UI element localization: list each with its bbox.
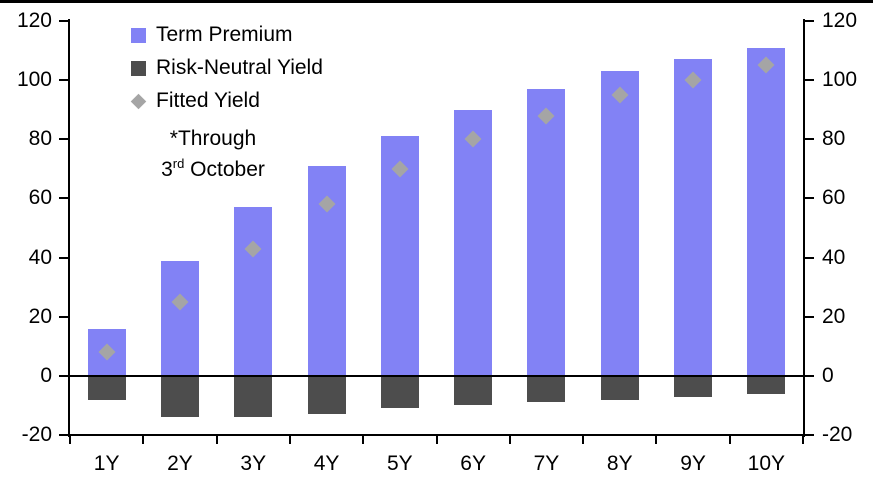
y-tick-left — [59, 434, 68, 436]
y-tick-left — [59, 79, 68, 82]
term-premium-bar — [600, 71, 639, 376]
y-axis-label-left: 80 — [28, 127, 52, 151]
y-axis-right — [803, 19, 805, 437]
term-premium-bar — [674, 59, 713, 376]
y-tick-right — [805, 315, 814, 318]
y-axis-label-right: 60 — [822, 186, 846, 210]
annotation-line1: *Through — [169, 127, 257, 150]
legend-item-risk-neutral-yield: Risk-Neutral Yield — [131, 56, 323, 80]
y-tick-right — [805, 79, 814, 82]
y-tick-left — [59, 256, 68, 259]
y-tick-left — [59, 315, 68, 318]
legend-item-fitted-yield: Fitted Yield — [130, 89, 323, 113]
legend: Term Premium Risk-Neutral Yield Fitted Y… — [130, 23, 323, 113]
y-axis-label-right: -20 — [822, 423, 853, 446]
y-tick-right — [805, 138, 814, 141]
x-tick — [362, 436, 365, 444]
y-tick-right — [805, 374, 814, 377]
y-tick-right — [805, 256, 814, 259]
x-tick — [435, 436, 438, 444]
x-axis-label: 10Y — [747, 452, 786, 475]
risk-neutral-yield-bar — [307, 375, 346, 415]
x-tick — [288, 436, 291, 444]
risk-neutral-square-icon — [131, 60, 146, 76]
x-axis-label: 4Y — [313, 452, 340, 475]
y-axis-label-left: 0 — [40, 363, 52, 387]
legend-label-term-premium: Term Premium — [156, 23, 293, 46]
x-tick — [215, 436, 218, 444]
x-axis-label: 3Y — [240, 452, 267, 475]
risk-neutral-yield-bar — [234, 375, 273, 418]
x-tick — [802, 436, 804, 444]
risk-neutral-yield-bar — [747, 375, 786, 394]
term-premium-square-icon — [131, 27, 146, 43]
x-tick — [655, 436, 658, 444]
annotation-ordinal-suffix: rd — [172, 156, 185, 171]
y-tick-right — [805, 20, 814, 22]
fitted-yield-diamond-icon — [130, 93, 147, 109]
y-axis-label-left: -20 — [21, 423, 52, 446]
y-tick-left — [59, 20, 68, 22]
risk-neutral-yield-bar — [160, 375, 199, 418]
y-axis-label-left: 100 — [16, 68, 52, 92]
annotation-line2: 3rd October — [161, 156, 265, 181]
y-tick-left — [59, 197, 68, 200]
x-tick — [728, 436, 731, 444]
y-tick-right — [805, 434, 814, 436]
x-axis-label: 6Y — [460, 452, 486, 475]
x-axis-label: 7Y — [533, 452, 560, 475]
risk-neutral-yield-bar — [527, 375, 566, 403]
risk-neutral-yield-bar — [600, 375, 639, 400]
y-axis-label-left: 60 — [28, 186, 52, 210]
zero-line — [70, 374, 803, 377]
x-axis-baseline — [68, 434, 805, 436]
x-tick — [582, 436, 585, 444]
x-axis-label: 8Y — [606, 452, 633, 475]
x-tick — [69, 436, 71, 444]
chart-top-border — [0, 0, 873, 3]
y-axis-label-left: 120 — [16, 9, 52, 32]
y-axis-label-left: 20 — [28, 304, 52, 328]
term-premium-bar — [747, 47, 786, 376]
annotation-note: *Through 3rd October — [126, 126, 300, 182]
risk-neutral-yield-bar — [380, 375, 419, 409]
term-premium-bar — [234, 207, 273, 376]
y-axis-label-left: 40 — [28, 245, 52, 269]
risk-neutral-yield-bar — [674, 375, 713, 397]
y-axis-left — [68, 19, 70, 437]
term-premium-bar — [454, 109, 493, 376]
y-axis-label-right: 100 — [822, 68, 858, 92]
legend-label-fitted-yield: Fitted Yield — [156, 89, 260, 112]
y-tick-right — [805, 197, 814, 200]
legend-item-term-premium: Term Premium — [131, 23, 323, 47]
risk-neutral-yield-bar — [87, 375, 126, 400]
legend-label-risk-neutral-yield: Risk-Neutral Yield — [156, 56, 323, 79]
x-axis-label: 2Y — [167, 452, 193, 475]
x-tick — [142, 436, 145, 444]
y-axis-label-right: 20 — [822, 304, 846, 328]
x-axis-label: 5Y — [387, 452, 413, 475]
y-tick-left — [59, 138, 68, 141]
term-premium-bar — [160, 260, 199, 376]
y-tick-left — [59, 374, 68, 377]
term-premium-bar — [527, 89, 566, 376]
x-axis-label: 1Y — [93, 452, 120, 475]
x-axis-label: 9Y — [680, 452, 706, 475]
y-axis-label-right: 80 — [822, 127, 846, 151]
risk-neutral-yield-bar — [454, 375, 493, 406]
y-axis-label-right: 0 — [822, 363, 834, 387]
y-axis-label-right: 120 — [822, 9, 858, 32]
x-tick — [508, 436, 511, 444]
y-axis-label-right: 40 — [822, 245, 846, 269]
